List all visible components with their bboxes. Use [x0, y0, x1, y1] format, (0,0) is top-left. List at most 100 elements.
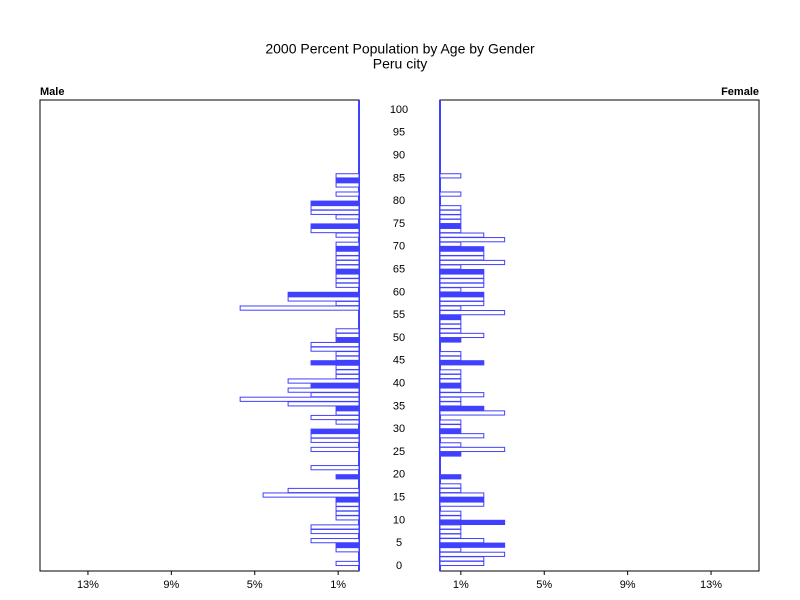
bar — [335, 214, 360, 220]
bar — [310, 200, 360, 206]
age-label: 50 — [393, 332, 405, 344]
bar — [310, 538, 360, 544]
female-panel — [439, 99, 760, 572]
bar — [439, 373, 462, 380]
bar — [335, 269, 360, 275]
bar — [335, 246, 360, 252]
x-tick-label: 13% — [700, 579, 722, 591]
bar — [439, 401, 462, 407]
bar — [439, 533, 462, 539]
age-label: 20 — [393, 469, 405, 481]
bar — [335, 364, 360, 370]
bar — [439, 483, 462, 489]
bar — [439, 296, 485, 302]
bar — [335, 232, 360, 238]
age-label: 95 — [393, 127, 405, 139]
bar — [335, 497, 360, 503]
age-label: 70 — [393, 241, 405, 253]
bar — [310, 223, 360, 229]
age-label: 35 — [393, 400, 405, 412]
bar — [439, 246, 485, 252]
bar — [310, 433, 360, 439]
bar — [439, 305, 462, 311]
bar — [439, 515, 462, 521]
age-label: 10 — [393, 514, 405, 526]
bar — [439, 255, 485, 261]
bar — [287, 387, 360, 393]
bar — [439, 387, 462, 393]
series-label: Male — [40, 86, 64, 98]
bar — [439, 560, 485, 567]
bar — [310, 209, 360, 215]
bar — [335, 191, 360, 197]
bar — [439, 497, 485, 503]
chart-title: 2000 Percent Population by Age by Gender — [265, 41, 535, 57]
bar — [287, 291, 360, 297]
bar — [287, 401, 360, 407]
bar — [439, 332, 485, 339]
bar — [439, 528, 462, 535]
bar — [335, 515, 360, 521]
bar — [335, 278, 360, 284]
age-label: 75 — [393, 218, 405, 230]
bar — [439, 319, 462, 325]
bar — [439, 405, 485, 411]
bar — [335, 369, 360, 375]
bar — [439, 442, 462, 448]
male-panel — [39, 99, 360, 572]
bar — [335, 373, 360, 380]
age-label: 100 — [390, 104, 408, 116]
x-tick-label: 9% — [163, 579, 179, 591]
bar — [439, 428, 462, 434]
bar — [439, 323, 462, 329]
bar — [335, 410, 360, 416]
bar — [335, 250, 360, 256]
bar — [439, 424, 462, 430]
bar — [335, 506, 360, 512]
bar — [439, 396, 462, 402]
age-label: 45 — [393, 355, 405, 367]
bar — [335, 547, 360, 553]
bar — [335, 332, 360, 339]
bar — [439, 264, 462, 270]
bar — [439, 524, 462, 530]
x-tick-label: 1% — [453, 579, 469, 591]
bar — [439, 310, 506, 316]
age-label: 5 — [396, 537, 402, 549]
bar — [335, 351, 360, 357]
bar — [439, 214, 462, 220]
bar — [310, 360, 360, 366]
chart-subtitle: Peru city — [373, 56, 427, 72]
bar — [439, 446, 506, 453]
bar — [310, 383, 360, 389]
bar — [310, 414, 360, 421]
bar — [439, 492, 485, 498]
x-tick-label: 9% — [620, 579, 636, 591]
bar — [439, 278, 485, 284]
bar — [310, 465, 360, 471]
bar — [335, 542, 360, 548]
bar — [439, 410, 506, 416]
bar — [439, 337, 462, 343]
bar — [310, 528, 360, 535]
bar — [439, 241, 462, 247]
bar — [335, 255, 360, 261]
bar — [439, 287, 462, 293]
bar — [335, 405, 360, 411]
bar — [310, 341, 360, 348]
bar — [439, 542, 506, 548]
x-tick-label: 13% — [77, 579, 99, 591]
bar — [262, 492, 360, 498]
bar — [335, 282, 360, 288]
bar — [439, 209, 462, 215]
bar — [439, 519, 506, 525]
bar — [439, 451, 462, 457]
bar — [439, 328, 462, 334]
x-tick-label: 5% — [247, 579, 263, 591]
age-label: 0 — [396, 560, 402, 572]
age-label: 60 — [393, 286, 405, 298]
age-label: 85 — [393, 172, 405, 184]
x-tick-label: 5% — [536, 579, 552, 591]
bar — [335, 328, 360, 334]
